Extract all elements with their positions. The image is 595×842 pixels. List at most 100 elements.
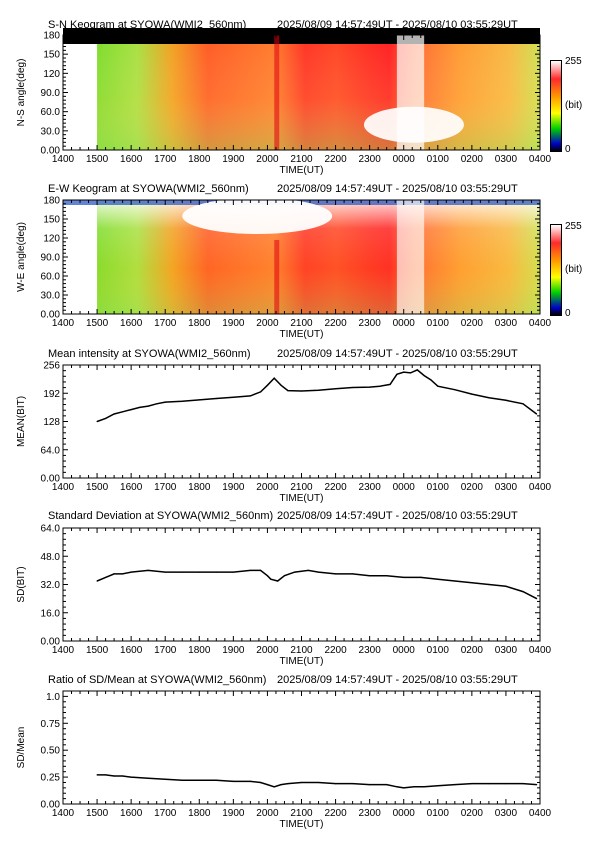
- ratio-point-25: [413, 786, 415, 788]
- mean-point-11: [215, 397, 217, 400]
- ew-xtick-label-12: 0200: [461, 318, 484, 329]
- ratio-point-16: [287, 783, 289, 785]
- sn-ytick-label-5: 150: [43, 50, 60, 61]
- mean-point-28: [409, 372, 412, 374]
- sd-point-14: [270, 578, 272, 580]
- sd-xtick-label-6: 2000: [256, 645, 279, 656]
- sd-xtick-label-4: 1800: [188, 645, 211, 656]
- mean-point-32: [437, 385, 439, 387]
- ratio-xtick-label-1: 1500: [86, 808, 109, 819]
- ratio-point-11: [249, 780, 251, 783]
- ratio-xtick-label-7: 2100: [290, 808, 313, 819]
- sd-point-12: [260, 569, 262, 572]
- sd-point-27: [454, 580, 456, 582]
- sn-nodata: [63, 35, 98, 150]
- sd-point-26: [437, 578, 439, 580]
- mean-point-5: [139, 406, 141, 408]
- ratio-point-1: [105, 774, 107, 776]
- sd-point-7: [181, 571, 183, 573]
- sd-xtick-label-0: 1400: [52, 645, 75, 656]
- ratio-point-7: [181, 779, 183, 781]
- mean-point-33: [454, 389, 456, 391]
- ratio-point-12: [260, 781, 262, 784]
- ew-xtick-label-14: 0400: [529, 318, 552, 329]
- mean-point-23: [369, 386, 371, 388]
- ratio-point-9: [215, 779, 217, 781]
- ratio-point-5: [147, 777, 149, 779]
- ratio-point-28: [454, 784, 456, 786]
- ratio-ytick-label-0: 0.00: [41, 800, 61, 811]
- sn-xtick-label-2: 1600: [120, 154, 143, 165]
- mean-xtick-label-2: 1600: [120, 482, 143, 493]
- mean-point-7: [156, 403, 158, 405]
- mean-xtick-label-4: 1800: [188, 482, 211, 493]
- sd-ytick-label-3: 48.0: [41, 552, 61, 563]
- mean-point-26: [396, 373, 398, 375]
- mean-xtick-label-3: 1700: [154, 482, 177, 493]
- mean-plot-frame: [62, 364, 541, 479]
- ratio-plot-frame: [62, 690, 541, 805]
- sd-series-line: [96, 569, 537, 600]
- sd-point-29: [488, 583, 490, 586]
- sn-colorbar: [550, 60, 562, 152]
- ew-xtick-label-1: 1500: [86, 318, 109, 329]
- ratio-xtick-label-9: 2300: [359, 808, 382, 819]
- ratio-xtick-label-3: 1700: [154, 808, 177, 819]
- sd-point-21: [352, 573, 354, 575]
- ew-nodata: [63, 200, 98, 314]
- sn-ylabel: N-S angle(deg): [16, 59, 27, 127]
- ratio-ytick-label-1: 0.25: [41, 773, 61, 784]
- mean-point-19: [300, 390, 303, 392]
- sd-point-30: [505, 585, 507, 587]
- mean-point-35: [488, 397, 490, 399]
- mean-xtick-label-5: 1900: [222, 482, 245, 493]
- sn-xtick-label-5: 1900: [222, 154, 245, 165]
- ratio-ytick-label-2: 0.50: [41, 746, 61, 757]
- sn-xtick-label-14: 0400: [529, 154, 552, 165]
- sn-xtick-label-8: 2200: [324, 154, 347, 165]
- mean-point-9: [181, 400, 183, 402]
- sn-xtick-label-3: 1700: [154, 154, 177, 165]
- ratio-xtick-label-10: 0000: [393, 808, 416, 819]
- sd-point-11: [249, 569, 251, 572]
- sd-point-10: [232, 571, 234, 573]
- ew-keogram-panel: E-W Keogram at SYOWA(WMI2_560nm) 2025/08…: [0, 0, 595, 340]
- ew-keogram-time-range: 2025/08/09 14:57:49UT - 2025/08/10 03:55…: [277, 183, 518, 195]
- sd-xtick-label-14: 0400: [529, 645, 552, 656]
- mean-xtick-label-12: 0200: [461, 482, 484, 493]
- sd-point-6: [164, 571, 166, 573]
- mean-point-30: [423, 375, 425, 377]
- ratio-point-23: [396, 786, 398, 788]
- ratio-xtick-label-0: 1400: [52, 808, 75, 819]
- ew-xtick-label-3: 1700: [154, 318, 177, 329]
- mean-xtick-label-8: 2200: [324, 482, 347, 493]
- mean-point-20: [317, 389, 320, 391]
- ratio-point-6: [164, 778, 166, 780]
- sd-point-2: [113, 573, 115, 575]
- mean-point-18: [287, 390, 289, 392]
- ratio-xtick-label-11: 0100: [427, 808, 450, 819]
- sd-xtick-label-12: 0200: [461, 645, 484, 656]
- mean-point-25: [389, 383, 391, 385]
- mean-point-17: [280, 384, 282, 386]
- mean-xtick-label-9: 2300: [359, 482, 382, 493]
- sd-xtick-label-8: 2200: [324, 645, 347, 656]
- sd-point-31: [522, 591, 524, 593]
- sn-xtick-label-0: 1400: [52, 154, 75, 165]
- sd-point-22: [369, 575, 371, 577]
- mean-point-4: [130, 409, 132, 411]
- mean-xtick-label-7: 2100: [290, 482, 313, 493]
- ew-xtick-label-11: 0100: [427, 318, 450, 329]
- ew-ytick-label-1: 30.0: [41, 291, 61, 302]
- sn-xtick-label-12: 0200: [461, 154, 484, 165]
- ew-ytick-label-5: 150: [43, 215, 60, 226]
- sn-colorbar-unit: (bit): [565, 100, 583, 111]
- ratio-point-8: [198, 779, 200, 781]
- sd-point-25: [420, 576, 422, 579]
- mean-xtick-label-11: 0100: [427, 482, 450, 493]
- sd-ytick-label-4: 64.0: [41, 524, 61, 535]
- ew-xtick-label-13: 0300: [495, 318, 518, 329]
- sd-xtick-label-9: 2300: [359, 645, 382, 656]
- sd-ytick-label-2: 32.0: [41, 580, 61, 591]
